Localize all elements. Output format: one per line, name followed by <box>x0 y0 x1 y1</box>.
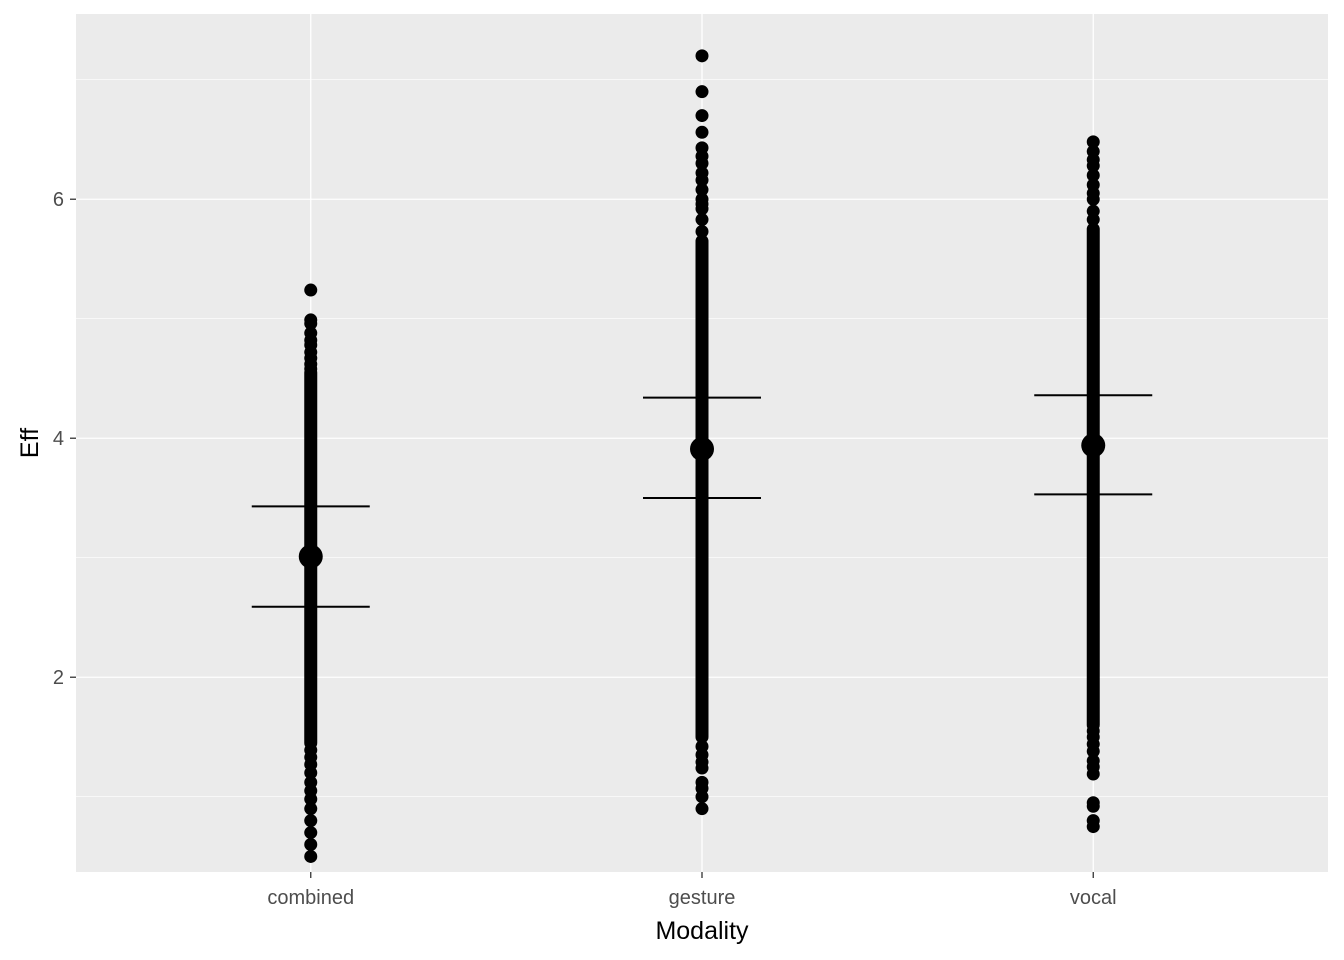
data-point <box>304 814 318 828</box>
mean-point <box>690 436 714 461</box>
x-tick-label: combined <box>267 887 354 909</box>
data-point <box>695 141 709 155</box>
data-point <box>1086 144 1100 158</box>
data-point <box>1086 168 1100 182</box>
y-tick-label: 4 <box>53 428 64 450</box>
data-point <box>695 85 709 99</box>
mean-point <box>298 544 323 569</box>
data-point <box>1086 135 1100 149</box>
data-point <box>1086 814 1100 828</box>
dense-points-gesture <box>695 234 709 744</box>
x-tick-label: vocal <box>1070 887 1117 909</box>
data-point <box>695 213 709 227</box>
data-point <box>695 740 709 754</box>
x-tick-label: gesture <box>669 887 736 909</box>
data-point <box>304 826 318 840</box>
data-points <box>304 49 1100 863</box>
data-point <box>695 109 709 123</box>
data-point <box>695 183 709 197</box>
y-axis: 2 4 6 <box>53 189 76 689</box>
mean-point <box>1081 433 1106 458</box>
data-point <box>304 849 318 863</box>
dense-points-vocal <box>1086 222 1100 732</box>
y-axis-title: Eff <box>16 428 44 458</box>
data-point <box>695 192 709 206</box>
data-point <box>304 775 318 789</box>
data-point <box>695 49 709 63</box>
data-point <box>304 802 318 816</box>
summary-markers <box>251 394 1153 608</box>
data-point <box>695 166 709 180</box>
data-point <box>304 838 318 852</box>
data-point <box>1086 796 1100 810</box>
data-point <box>695 775 709 789</box>
data-point <box>695 224 709 238</box>
x-axis: combined gesture vocal <box>267 872 1117 909</box>
data-point <box>1086 754 1100 768</box>
data-point <box>304 283 318 297</box>
data-point <box>1086 204 1100 218</box>
y-tick-label: 6 <box>53 189 64 211</box>
data-point <box>695 802 709 816</box>
data-point <box>1086 178 1100 192</box>
data-point <box>1086 724 1100 738</box>
x-axis-title: Modality <box>655 917 749 945</box>
data-point <box>304 313 318 327</box>
data-point <box>695 125 709 139</box>
data-point <box>304 743 318 757</box>
y-tick-label: 2 <box>53 667 64 689</box>
data-point <box>304 326 318 340</box>
